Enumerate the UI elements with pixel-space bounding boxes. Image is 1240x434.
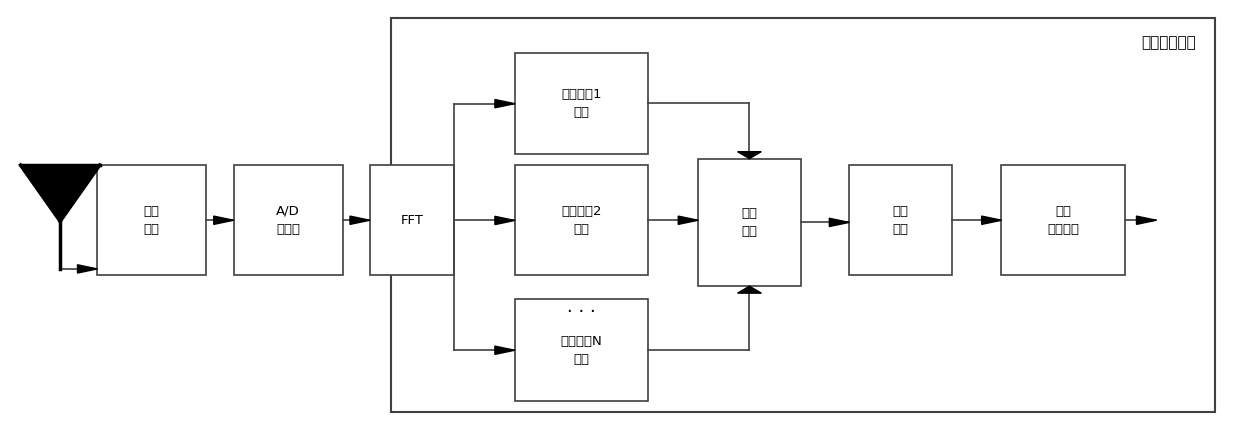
- Bar: [97, 165, 206, 276]
- Polygon shape: [495, 216, 515, 225]
- Polygon shape: [982, 216, 1002, 224]
- Polygon shape: [495, 99, 515, 108]
- Polygon shape: [738, 286, 761, 293]
- Bar: [698, 158, 801, 286]
- Text: 解读
帧数据体: 解读 帧数据体: [1048, 205, 1080, 236]
- Text: 解读
帧头: 解读 帧头: [893, 205, 909, 236]
- Bar: [391, 18, 1214, 412]
- Polygon shape: [350, 216, 370, 224]
- Text: · · ·: · · ·: [567, 303, 596, 321]
- Polygon shape: [495, 346, 515, 355]
- Polygon shape: [77, 265, 97, 273]
- Text: 物理信道N
带宽: 物理信道N 带宽: [560, 335, 603, 365]
- Text: FFT: FFT: [401, 214, 423, 227]
- Bar: [1002, 165, 1126, 276]
- Bar: [370, 165, 454, 276]
- Text: A/D
采样器: A/D 采样器: [277, 205, 300, 236]
- Polygon shape: [21, 165, 99, 221]
- Text: 物理信道2
带宽: 物理信道2 带宽: [562, 205, 601, 236]
- Text: 帧头
判定: 帧头 判定: [742, 207, 758, 238]
- Polygon shape: [830, 218, 849, 227]
- Bar: [849, 165, 952, 276]
- Bar: [233, 165, 342, 276]
- Bar: [515, 165, 649, 276]
- Bar: [515, 299, 649, 401]
- Text: 模拟
射频: 模拟 射频: [144, 205, 160, 236]
- Bar: [515, 53, 649, 154]
- Text: 物理信道1
带宽: 物理信道1 带宽: [562, 88, 601, 119]
- Text: 数字基带处理: 数字基带处理: [1141, 35, 1195, 50]
- Polygon shape: [738, 151, 761, 158]
- Polygon shape: [1137, 216, 1157, 224]
- Polygon shape: [213, 216, 233, 224]
- Polygon shape: [678, 216, 698, 224]
